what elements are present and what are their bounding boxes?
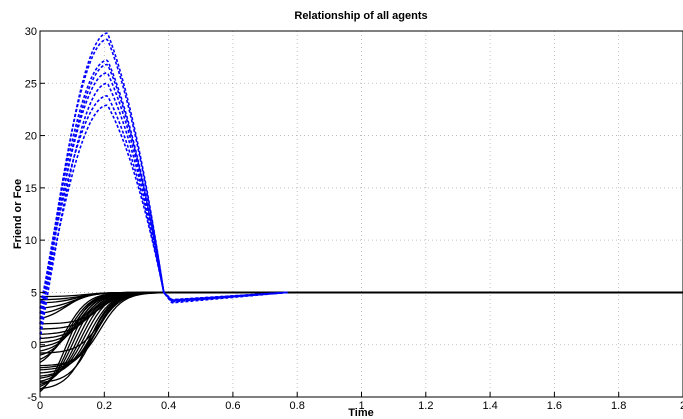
friend-line	[39, 291, 683, 352]
y-tick-label: 25	[25, 78, 37, 90]
y-tick-label: -5	[27, 392, 37, 404]
x-tick-label: 1.4	[482, 400, 497, 412]
foe-line	[39, 59, 288, 314]
y-tick-label: 15	[25, 183, 37, 195]
friend-line	[39, 291, 683, 384]
x-tick-label: 0.6	[225, 400, 240, 412]
foe-line	[39, 104, 288, 324]
y-axis-ticks: -5 0 5 10 15 20 25 30	[25, 26, 45, 404]
y-tick-label: 20	[25, 131, 37, 143]
x-axis-ticks: 0 0.2 0.4 0.6 0.8 1 1.2 1.4 1.6 1.8 2	[37, 392, 683, 412]
x-tick-label: 1	[358, 400, 364, 412]
friend-line	[39, 291, 683, 374]
friend-line	[39, 291, 683, 320]
x-tick-label: 1.2	[418, 400, 433, 412]
grid	[40, 31, 683, 397]
friend-line	[39, 291, 683, 360]
x-tick-label: 0.2	[97, 400, 112, 412]
y-tick-label: 5	[31, 287, 37, 299]
friend-line	[39, 291, 683, 354]
friend-line	[39, 291, 683, 386]
x-tick-label: 1.6	[547, 400, 562, 412]
x-tick-label: 0	[37, 400, 43, 412]
x-tick-label: 1.8	[611, 400, 626, 412]
y-tick-label: 10	[25, 235, 37, 247]
y-tick-label: 0	[31, 340, 37, 352]
x-tick-label: 0.4	[161, 400, 176, 412]
x-tick-label: 0.8	[290, 400, 305, 412]
y-axis-label: Friend or Foe	[12, 179, 24, 249]
friend-series	[39, 291, 683, 393]
x-tick-label: 2	[680, 400, 683, 412]
y-tick-label: 30	[25, 26, 37, 38]
foe-line	[39, 38, 288, 324]
friend-line	[39, 291, 683, 390]
chart-title: Relationship of all agents	[294, 10, 427, 22]
foe-series	[39, 32, 288, 340]
x-axis-label: Time	[348, 407, 373, 419]
plot-frame	[39, 30, 683, 398]
foe-line	[39, 95, 288, 309]
